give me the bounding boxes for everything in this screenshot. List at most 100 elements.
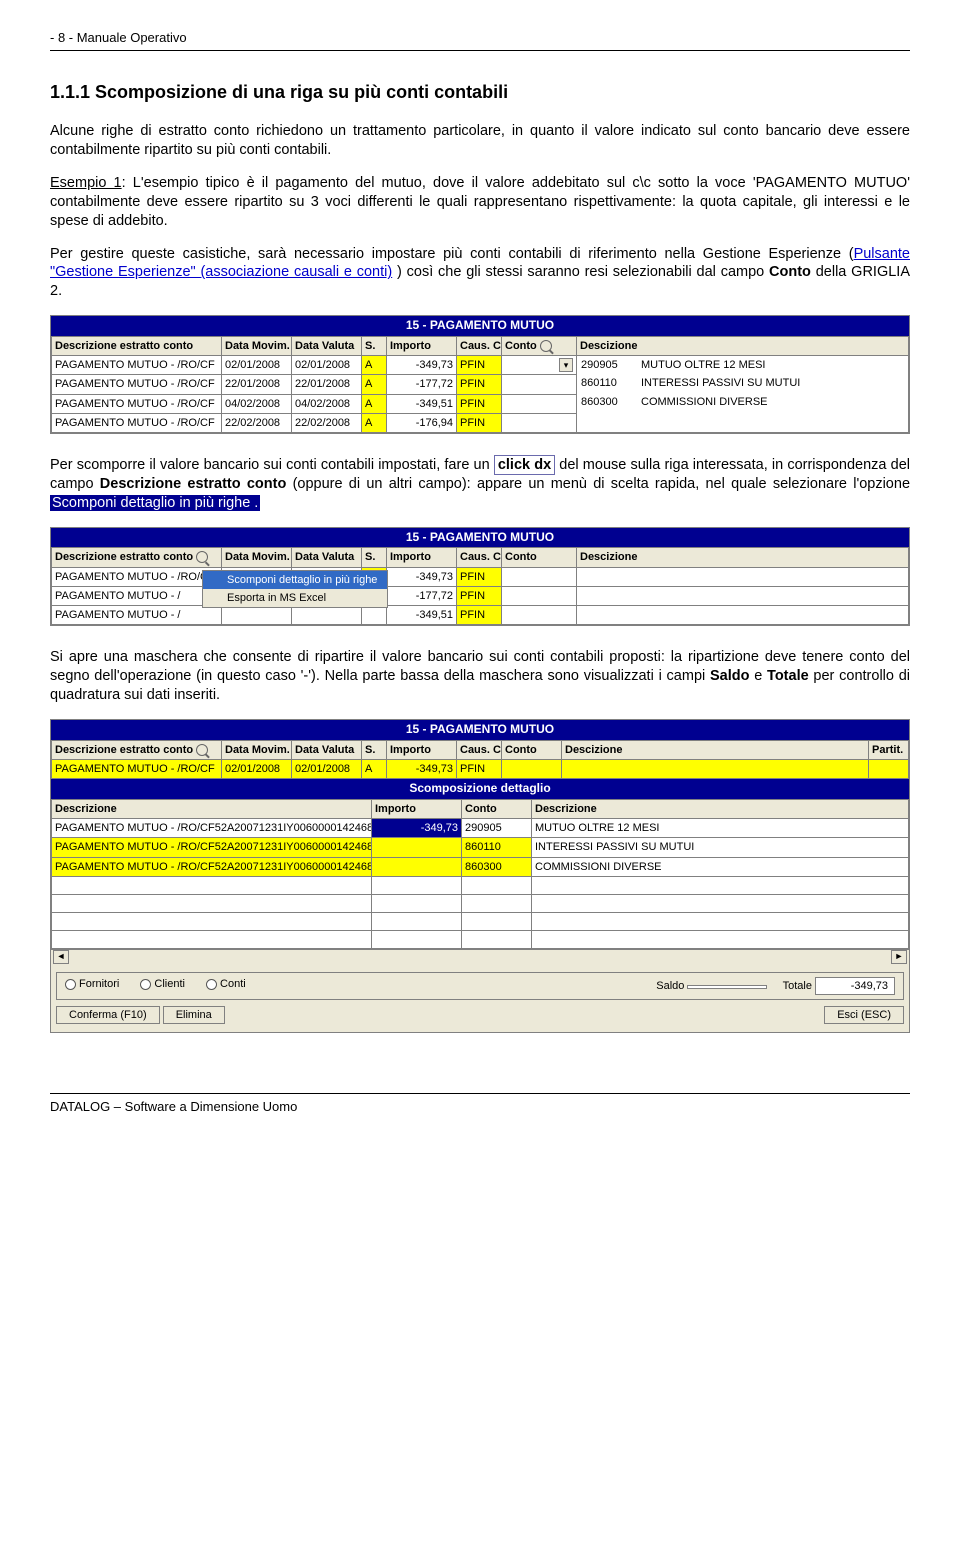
th: Descizione xyxy=(577,548,909,567)
conto-dropdown-cell[interactable]: ▾ xyxy=(502,355,577,374)
shot1-header-row: Descrizione estratto conto Data Movim. D… xyxy=(52,336,909,355)
screenshot-1: 15 - PAGAMENTO MUTUO Descrizione estratt… xyxy=(50,315,910,434)
cell xyxy=(502,567,577,586)
conferma-button[interactable]: Conferma (F10) xyxy=(56,1006,160,1024)
cell: 02/01/2008 xyxy=(222,355,292,374)
shot2-header-row: Descrizione estratto conto Data Movim. D… xyxy=(52,548,909,567)
cell: -349,73 xyxy=(387,567,457,586)
th: Importo xyxy=(387,548,457,567)
radio-fornitori[interactable]: Fornitori xyxy=(65,977,119,991)
cell: -176,94 xyxy=(387,413,457,432)
cell xyxy=(562,759,869,778)
scrollbar[interactable]: ◄ ► xyxy=(51,949,909,964)
cell: PAGAMENTO MUTUO - /RO/CF52A20071231IY006… xyxy=(52,819,372,838)
p4-c: (oppure di un altri campo): appare un me… xyxy=(286,476,910,492)
radio-conti[interactable]: Conti xyxy=(206,977,246,991)
cell[interactable] xyxy=(372,838,462,857)
search-icon[interactable] xyxy=(196,744,208,756)
cell: 02/01/2008 xyxy=(222,759,292,778)
table-row[interactable]: PAGAMENTO MUTUO - /RO/CF Scomponi dettag… xyxy=(52,567,909,586)
cell: PFIN xyxy=(457,375,502,394)
esci-button[interactable]: Esci (ESC) xyxy=(824,1006,904,1024)
shot1-grid: Descrizione estratto conto Data Movim. D… xyxy=(51,336,909,433)
p3-b: ) così che gli stessi saranno resi selez… xyxy=(392,264,769,280)
table-row[interactable]: PAGAMENTO MUTUO - / -349,51 PFIN xyxy=(52,606,909,625)
scomponi-hl: Scomponi dettaglio in più righe xyxy=(50,495,252,511)
cell: PAGAMENTO MUTUO - / xyxy=(52,586,222,605)
cell: A xyxy=(362,394,387,413)
th: Conto xyxy=(502,740,562,759)
cell: PFIN xyxy=(457,586,502,605)
table-row[interactable] xyxy=(52,894,909,912)
th: S. xyxy=(362,548,387,567)
th: S. xyxy=(362,740,387,759)
cell: 22/01/2008 xyxy=(292,375,362,394)
menu-scomponi[interactable]: Scomponi dettaglio in più righe xyxy=(203,571,387,589)
table-row[interactable]: PAGAMENTO MUTUO - /RO/CF 02/01/2008 02/0… xyxy=(52,355,909,374)
cell: PAGAMENTO MUTUO - /RO/CF xyxy=(52,355,222,374)
totale-bold: Totale xyxy=(767,668,809,684)
paragraph-intro: Alcune righe di estratto conto richiedon… xyxy=(50,122,910,160)
opt-code[interactable]: 860110 xyxy=(577,374,637,392)
chevron-down-icon[interactable]: ▾ xyxy=(559,358,573,372)
opt-code[interactable]: 860300 xyxy=(577,393,637,411)
importo-input[interactable]: -349,73 xyxy=(372,819,462,838)
table-row[interactable]: PAGAMENTO MUTUO - /RO/CF52A20071231IY006… xyxy=(52,819,909,838)
opt-desc[interactable]: MUTUO OLTRE 12 MESI xyxy=(637,356,908,374)
cell xyxy=(502,586,577,605)
table-row[interactable] xyxy=(52,876,909,894)
cell: 290905 xyxy=(462,819,532,838)
p4-period: . xyxy=(252,495,260,511)
th: Data Valuta xyxy=(292,740,362,759)
cell xyxy=(577,567,909,586)
totale-field: -349,73 xyxy=(815,977,895,995)
scroll-right-icon[interactable]: ► xyxy=(891,950,907,964)
footer-rule xyxy=(50,1093,910,1094)
cell: PFIN xyxy=(457,413,502,432)
table-row[interactable]: PAGAMENTO MUTUO - /RO/CF 02/01/2008 02/0… xyxy=(52,759,909,778)
shot3-title: 15 - PAGAMENTO MUTUO xyxy=(51,720,909,740)
elimina-button[interactable]: Elimina xyxy=(163,1006,225,1024)
cell: -177,72 xyxy=(387,586,457,605)
context-menu[interactable]: Scomponi dettaglio in più righe Esporta … xyxy=(202,570,388,609)
opt-desc[interactable]: COMMISSIONI DIVERSE xyxy=(637,393,908,411)
table-row[interactable] xyxy=(52,912,909,930)
header-row: Descrizione Importo Conto Descrizione xyxy=(52,799,909,818)
cell: -349,51 xyxy=(387,394,457,413)
cell xyxy=(577,586,909,605)
cell: A xyxy=(362,355,387,374)
shot3-subtitle: Scomposizione dettaglio xyxy=(51,779,909,799)
radio-clienti[interactable]: Clienti xyxy=(140,977,185,991)
table-row[interactable]: PAGAMENTO MUTUO - /RO/CF52A20071231IY006… xyxy=(52,857,909,876)
search-icon[interactable] xyxy=(540,340,552,352)
cell: 860300 xyxy=(462,857,532,876)
cell: PFIN xyxy=(457,606,502,625)
screenshot-3: 15 - PAGAMENTO MUTUO Descrizione estratt… xyxy=(50,719,910,1033)
cell: PAGAMENTO MUTUO - /RO/CF Scomponi dettag… xyxy=(52,567,222,586)
table-row[interactable] xyxy=(52,930,909,948)
paragraph-rightclick: Per scomporre il valore bancario sui con… xyxy=(50,456,910,513)
cell xyxy=(222,606,292,625)
cell: 02/01/2008 xyxy=(292,355,362,374)
table-row[interactable]: PAGAMENTO MUTUO - / -177,72 PFIN xyxy=(52,586,909,605)
dropdown-list[interactable]: 290905MUTUO OLTRE 12 MESI 860110INTERESS… xyxy=(577,355,909,432)
menu-esporta[interactable]: Esporta in MS Excel xyxy=(203,589,387,607)
cell xyxy=(292,606,362,625)
cell xyxy=(502,413,577,432)
cell[interactable] xyxy=(372,857,462,876)
opt-code[interactable]: 290905 xyxy=(577,356,637,374)
cell: PAGAMENTO MUTUO - /RO/CF xyxy=(52,759,222,778)
example-label: Esempio 1 xyxy=(50,175,122,191)
search-icon[interactable] xyxy=(196,551,208,563)
cell: 04/02/2008 xyxy=(222,394,292,413)
scroll-left-icon[interactable]: ◄ xyxy=(53,950,69,964)
th: Caus. Cont. xyxy=(457,740,502,759)
th: Data Movim. xyxy=(222,548,292,567)
cell: 860110 xyxy=(462,838,532,857)
th: Data Movim. xyxy=(222,740,292,759)
opt-desc[interactable]: INTERESSI PASSIVI SU MUTUI xyxy=(637,374,908,392)
cell: PAGAMENTO MUTUO - /RO/CF xyxy=(52,375,222,394)
click-dx-box: click dx xyxy=(494,455,555,475)
table-row[interactable]: PAGAMENTO MUTUO - /RO/CF52A20071231IY006… xyxy=(52,838,909,857)
cell xyxy=(362,606,387,625)
